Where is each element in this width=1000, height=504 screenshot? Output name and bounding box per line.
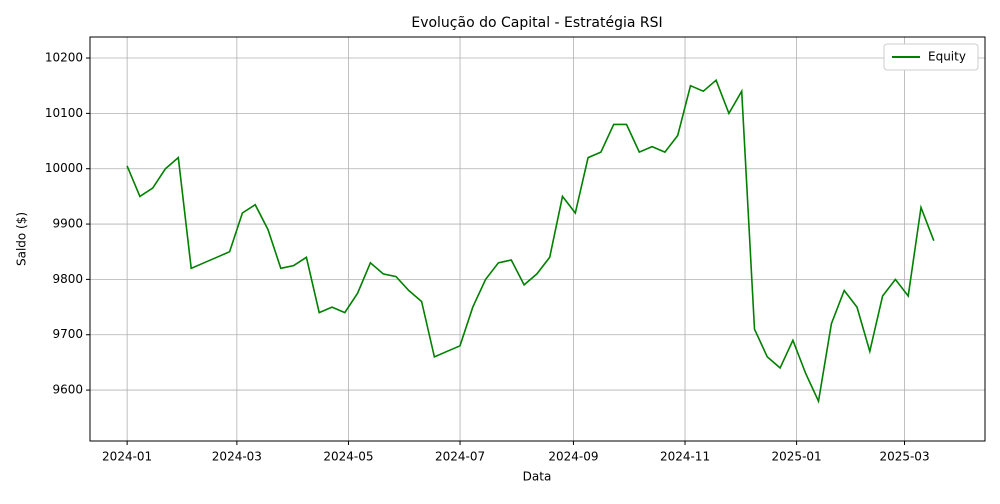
y-tick-label: 10000 [45,161,83,175]
y-tick-label: 10100 [45,106,83,120]
x-tick-label: 2024-03 [212,450,262,464]
x-tick-label: 2024-07 [435,450,485,464]
x-tick-label: 2024-01 [102,450,152,464]
y-axis-label: Saldo ($) [15,212,29,266]
x-tick-label: 2025-03 [879,450,929,464]
chart-title: Evolução do Capital - Estratégia RSI [411,15,662,31]
legend-label: Equity [928,50,966,64]
y-tick-label: 9700 [52,327,83,341]
x-tick-label: 2025-01 [772,450,822,464]
y-tick-label: 9800 [52,272,83,286]
y-tick-label: 9900 [52,217,83,231]
y-tick-label: 10200 [45,51,83,65]
plot-frame [89,36,986,442]
y-tick-label: 9600 [52,383,83,397]
x-axis-label: Data [523,470,552,484]
legend-box [883,43,979,71]
x-tick-label: 2024-11 [660,450,710,464]
x-tick-label: 2024-05 [323,450,373,464]
x-tick-label: 2024-09 [548,450,598,464]
equity-line [126,78,935,404]
